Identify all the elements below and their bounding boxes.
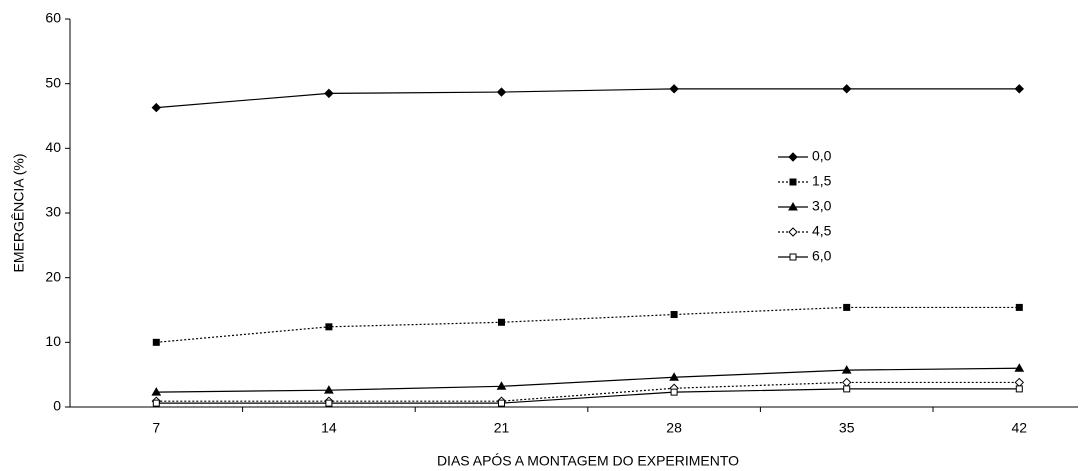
point	[1014, 377, 1025, 388]
y-tick-label: 10	[45, 333, 61, 349]
legend-label: 1,5	[812, 173, 832, 189]
y-axis-label: EMERGÊNCIA (%)	[11, 153, 27, 272]
series-line	[156, 306, 1020, 343]
point	[843, 303, 851, 311]
point	[151, 387, 162, 396]
legend-label: 3,0	[812, 198, 832, 214]
point	[151, 102, 162, 113]
point	[498, 318, 505, 326]
y-tick-label: 50	[45, 74, 61, 90]
y-tick-label: 40	[45, 139, 61, 155]
series-line	[156, 367, 1020, 393]
x-axis-label: DIAS APÓS A MONTAGEM DO EXPERIMENTO	[437, 453, 739, 469]
point	[670, 388, 678, 396]
point	[789, 253, 797, 261]
point	[669, 372, 679, 381]
legend-label: 0,0	[812, 148, 832, 164]
point	[788, 201, 798, 211]
point	[1015, 385, 1023, 393]
point	[841, 377, 852, 388]
x-tick-label: 21	[494, 420, 510, 436]
y-tick-label: 30	[45, 204, 61, 220]
point	[324, 88, 334, 99]
point	[841, 365, 852, 374]
y-tick-label: 60	[45, 10, 61, 26]
point	[1015, 303, 1023, 311]
legend-label: 4,5	[812, 223, 832, 239]
point	[1014, 84, 1025, 94]
series-line	[156, 388, 1020, 404]
point	[670, 311, 678, 319]
point	[325, 323, 333, 331]
point	[152, 399, 160, 407]
point	[325, 399, 333, 407]
point	[669, 84, 679, 94]
point	[496, 87, 507, 97]
y-tick-label: 0	[53, 398, 61, 414]
y-tick-label: 20	[45, 268, 61, 284]
x-tick-label: 42	[1012, 420, 1028, 436]
legend-label: 6,0	[812, 248, 832, 264]
point	[1014, 363, 1025, 372]
x-tick-label: 28	[666, 420, 682, 436]
point	[788, 227, 798, 237]
x-tick-label: 7	[152, 420, 160, 436]
series-line	[156, 381, 1020, 402]
point	[498, 399, 505, 407]
series-line	[156, 88, 1020, 109]
point	[152, 338, 160, 346]
point	[788, 152, 798, 162]
x-tick-label: 14	[321, 420, 337, 436]
x-tick-label: 35	[839, 420, 855, 436]
point	[841, 84, 852, 94]
point	[324, 385, 334, 394]
point	[843, 385, 851, 393]
point	[496, 381, 507, 390]
point	[789, 178, 797, 186]
